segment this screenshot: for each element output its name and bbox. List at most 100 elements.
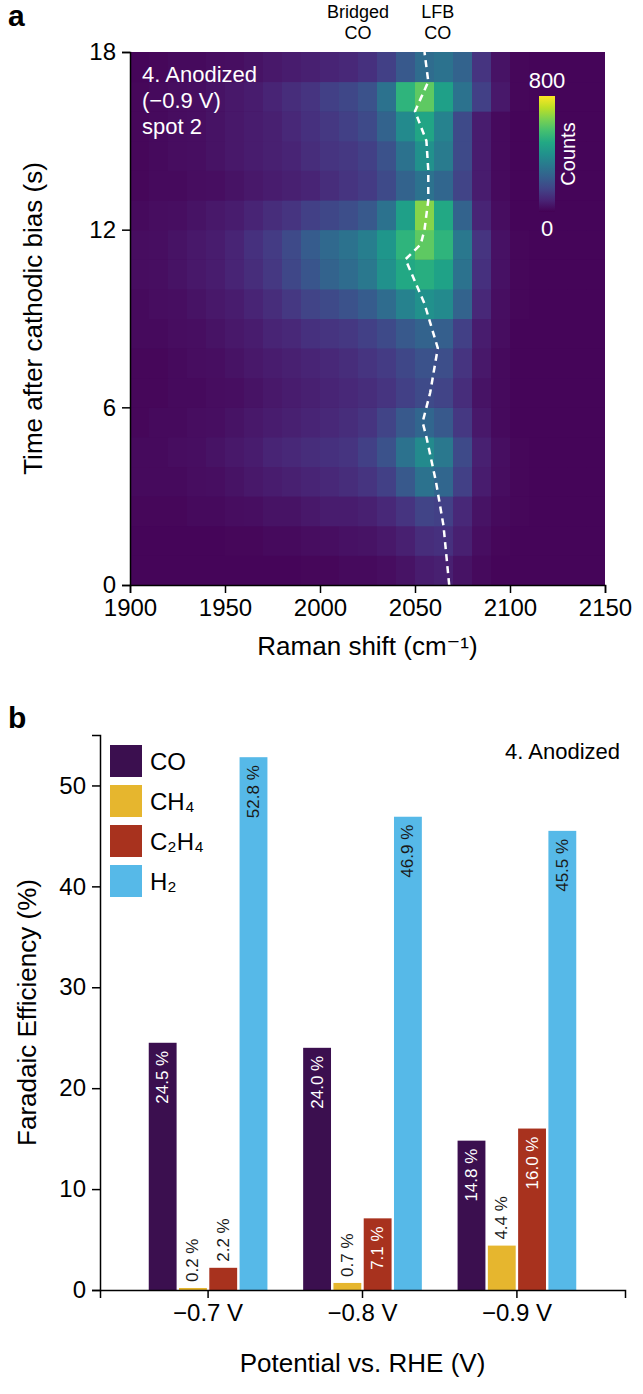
heat-cell — [396, 319, 416, 349]
heat-cell — [301, 407, 321, 437]
heat-cell — [415, 141, 435, 171]
heat-cell — [358, 259, 378, 289]
heat-cell — [358, 319, 378, 349]
heat-cell — [567, 82, 587, 112]
heat-cell — [187, 496, 207, 526]
heat-cell — [301, 348, 321, 378]
heat-cell — [396, 52, 416, 82]
heat-cell — [586, 141, 605, 171]
heat-cell — [396, 230, 416, 260]
heat-cell — [491, 259, 511, 289]
heat-cell — [415, 289, 435, 319]
heat-cell — [529, 467, 549, 497]
heat-cell — [320, 437, 340, 467]
heat-cell — [244, 141, 264, 171]
heat-cell — [149, 170, 169, 200]
heat-cell — [130, 141, 150, 171]
heat-cell — [453, 141, 473, 171]
axis-line — [101, 1291, 626, 1299]
plot-area — [149, 757, 577, 1290]
heat-cell — [415, 111, 435, 141]
heat-cell — [225, 526, 245, 556]
heat-cell — [510, 378, 530, 408]
tick: 20 — [59, 1074, 100, 1101]
annotation: LFBCO — [421, 2, 454, 43]
bar — [548, 831, 576, 1290]
heat-cell — [282, 496, 302, 526]
heat-cell — [453, 319, 473, 349]
tick-mark — [362, 1290, 364, 1298]
tick-label: −0.7 V — [173, 1299, 243, 1326]
tick-label: 2150 — [579, 594, 632, 621]
bar — [364, 1218, 392, 1290]
tick: −0.8 V — [327, 1290, 397, 1326]
heat-cell — [491, 467, 511, 497]
heat-cell — [320, 319, 340, 349]
y-axis-title: Faradaic Efficiency (%) — [12, 879, 42, 1146]
heat-cell — [586, 230, 605, 260]
heat-cell — [206, 467, 226, 497]
heat-cell — [206, 378, 226, 408]
heat-cell — [472, 407, 492, 437]
heat-cell — [187, 555, 207, 585]
heat-cell — [263, 289, 283, 319]
heat-cell — [339, 111, 359, 141]
heat-cell — [453, 230, 473, 260]
trace-line — [406, 52, 450, 585]
heat-cell — [453, 467, 473, 497]
heat-cell — [453, 289, 473, 319]
heat-cell — [320, 378, 340, 408]
heat-cell — [320, 141, 340, 171]
heat-cell — [415, 259, 435, 289]
heat-cell — [377, 407, 397, 437]
heat-cell — [225, 259, 245, 289]
heat-cell — [282, 467, 302, 497]
heat-cell — [130, 467, 150, 497]
heat-cell — [586, 348, 605, 378]
heat-cell — [206, 437, 226, 467]
bar — [394, 817, 422, 1290]
heat-cell — [491, 348, 511, 378]
heat-cell — [434, 407, 454, 437]
heat-cell — [130, 407, 150, 437]
heat-cell — [377, 496, 397, 526]
heat-cell — [225, 437, 245, 467]
heat-cell — [567, 200, 587, 230]
heat-cell — [130, 496, 150, 526]
heat-cell — [586, 378, 605, 408]
heat-cell — [206, 348, 226, 378]
heat-cell — [567, 52, 587, 82]
colorbar-tick-label: 800 — [529, 68, 566, 93]
heat-cell — [149, 467, 169, 497]
heat-cell — [358, 437, 378, 467]
heat-cell — [244, 200, 264, 230]
tick-label: 1950 — [199, 594, 252, 621]
heat-cell — [225, 141, 245, 171]
data-label: 52.8 % — [244, 765, 263, 818]
heat-cell — [263, 259, 283, 289]
heat-cell — [377, 289, 397, 319]
heat-cell — [586, 496, 605, 526]
heat-cell — [149, 141, 169, 171]
heat-cell — [529, 407, 549, 437]
heat-cell — [339, 170, 359, 200]
heat-cell — [434, 467, 454, 497]
heat-cell — [415, 526, 435, 556]
heat-cell — [586, 170, 605, 200]
heat-cell — [491, 170, 511, 200]
tick-label: 10 — [59, 1175, 86, 1202]
heat-cell — [396, 289, 416, 319]
heat-cell — [320, 259, 340, 289]
tick-label: −0.8 V — [327, 1299, 397, 1326]
tick-mark — [92, 1290, 100, 1292]
heat-cell — [472, 82, 492, 112]
heat-cell — [510, 230, 530, 260]
heat-cell — [415, 407, 435, 437]
heat-cell — [225, 319, 245, 349]
bar — [240, 757, 268, 1290]
heat-cell — [244, 319, 264, 349]
heat-cell — [529, 289, 549, 319]
x-axis-title: Raman shift (cm⁻¹) — [257, 631, 477, 661]
heat-cell — [434, 170, 454, 200]
heat-cell — [206, 496, 226, 526]
